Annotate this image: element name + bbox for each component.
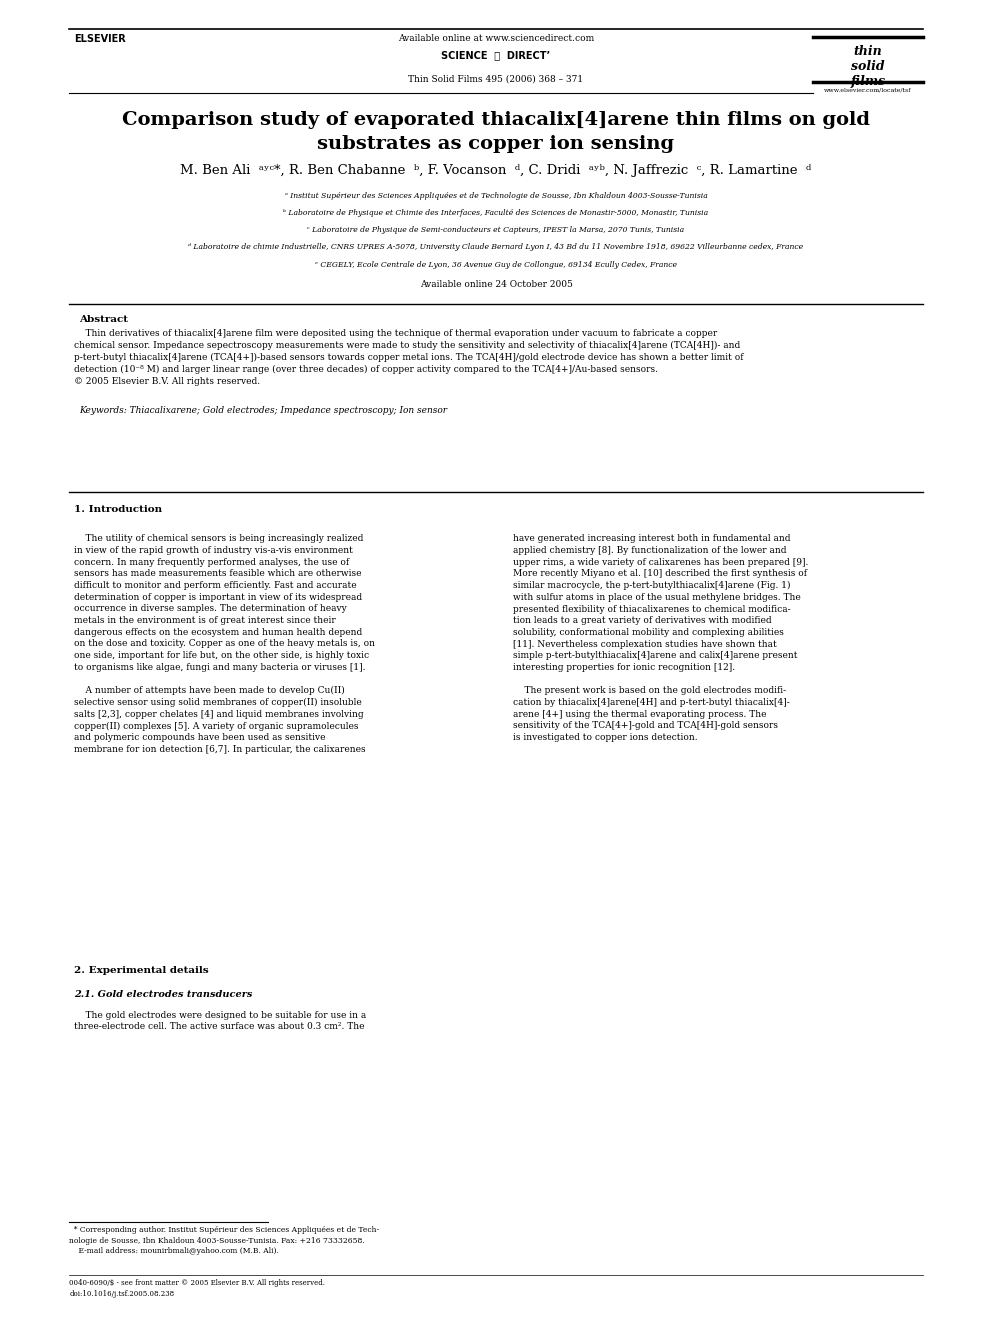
Text: 2.1. Gold electrodes transducers: 2.1. Gold electrodes transducers — [74, 990, 253, 999]
Text: 2. Experimental details: 2. Experimental details — [74, 966, 209, 975]
Text: Available online 24 October 2005: Available online 24 October 2005 — [420, 280, 572, 290]
Text: M. Ben Ali  ᵃʸᶜ*, R. Ben Chabanne  ᵇ, F. Vocanson  ᵈ, C. Dridi  ᵃʸᵇ, N. Jaffrezi: M. Ben Ali ᵃʸᶜ*, R. Ben Chabanne ᵇ, F. V… — [181, 164, 811, 177]
Text: www.elsevier.com/locate/tsf: www.elsevier.com/locate/tsf — [824, 87, 912, 93]
Text: Available online at www.sciencedirect.com: Available online at www.sciencedirect.co… — [398, 34, 594, 44]
Text: The utility of chemical sensors is being increasingly realized
in view of the ra: The utility of chemical sensors is being… — [74, 534, 375, 754]
Text: ᵇ Laboratoire de Physique et Chimie des Interfaces, Faculté des Sciences de Mona: ᵇ Laboratoire de Physique et Chimie des … — [284, 209, 708, 217]
Text: Abstract: Abstract — [79, 315, 128, 324]
Text: have generated increasing interest both in fundamental and
applied chemistry [8]: have generated increasing interest both … — [514, 534, 808, 742]
Text: Keywords: Thiacalixarene; Gold electrodes; Impedance spectroscopy; Ion sensor: Keywords: Thiacalixarene; Gold electrode… — [79, 406, 447, 415]
Text: Thin Solid Films 495 (2006) 368 – 371: Thin Solid Films 495 (2006) 368 – 371 — [409, 74, 583, 83]
Text: ᵃ Institut Supérieur des Sciences Appliquées et de Technologie de Sousse, Ibn Kh: ᵃ Institut Supérieur des Sciences Appliq… — [285, 192, 707, 200]
Text: ᵈ Laboratoire de chimie Industrielle, CNRS UPRES A-5078, University Claude Berna: ᵈ Laboratoire de chimie Industrielle, CN… — [188, 243, 804, 251]
Text: thin
solid
films: thin solid films — [850, 45, 886, 89]
Text: SCIENCE  ⓓ  DIRECT’: SCIENCE ⓓ DIRECT’ — [441, 50, 551, 61]
Text: ELSEVIER: ELSEVIER — [74, 34, 126, 45]
Text: * Corresponding author. Institut Supérieur des Sciences Appliquées et de Tech-
n: * Corresponding author. Institut Supérie… — [69, 1226, 380, 1256]
Text: Thin derivatives of thiacalix[4]arene film were deposited using the technique of: Thin derivatives of thiacalix[4]arene fi… — [74, 329, 744, 386]
Text: Comparison study of evaporated thiacalix[4]arene thin films on gold
substrates a: Comparison study of evaporated thiacalix… — [122, 111, 870, 152]
Text: ᶜ Laboratoire de Physique de Semi-conducteurs et Capteurs, IPEST la Marsa, 2070 : ᶜ Laboratoire de Physique de Semi-conduc… — [308, 226, 684, 234]
Text: 0040-6090/$ - see front matter © 2005 Elsevier B.V. All rights reserved.
doi:10.: 0040-6090/$ - see front matter © 2005 El… — [69, 1279, 325, 1298]
Text: The gold electrodes were designed to be suitable for use in a
three-electrode ce: The gold electrodes were designed to be … — [74, 1011, 367, 1032]
Text: 1. Introduction: 1. Introduction — [74, 505, 163, 515]
Text: ᵉ CEGELY, Ecole Centrale de Lyon, 36 Avenue Guy de Collongue, 69134 Ecully Cedex: ᵉ CEGELY, Ecole Centrale de Lyon, 36 Ave… — [315, 261, 677, 269]
